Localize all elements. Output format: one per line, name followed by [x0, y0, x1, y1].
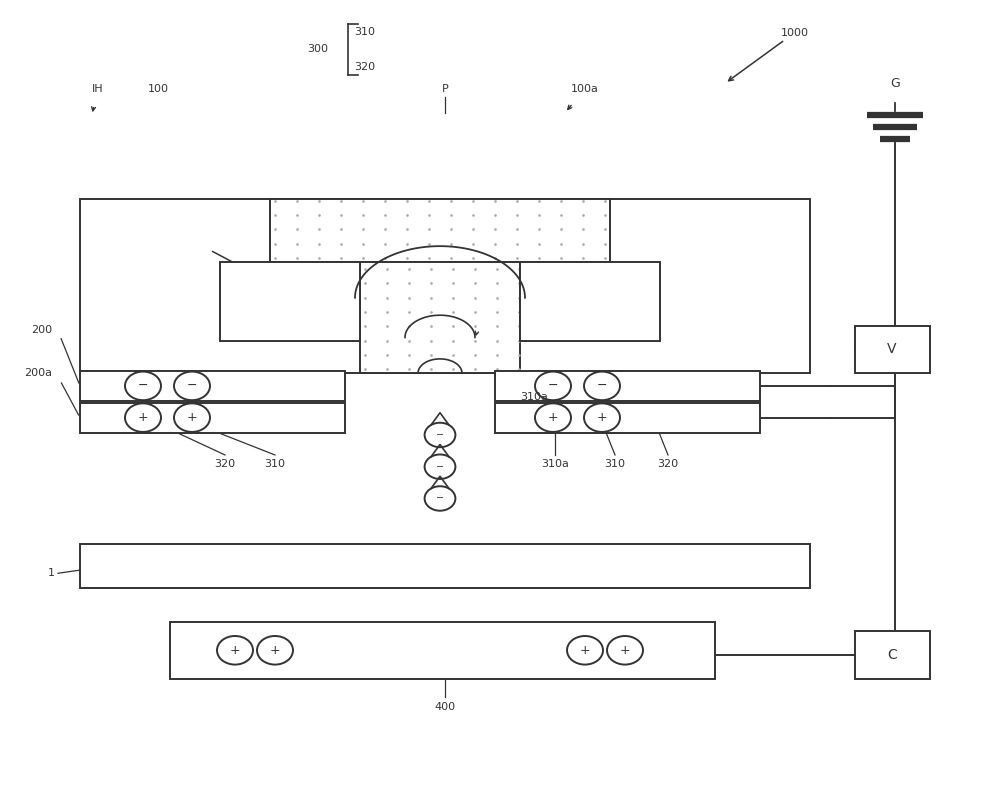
Text: 200a: 200a: [24, 368, 52, 378]
Text: C: C: [887, 648, 897, 662]
Text: 300: 300: [308, 44, 328, 54]
Text: +: +: [138, 411, 148, 424]
Text: 100a: 100a: [571, 84, 599, 94]
Circle shape: [535, 372, 571, 400]
Circle shape: [125, 372, 161, 400]
Text: 320: 320: [214, 460, 236, 469]
Text: 310: 310: [264, 460, 286, 469]
Bar: [495, 371, 760, 401]
Text: −: −: [436, 494, 444, 503]
Text: P: P: [442, 84, 448, 94]
Text: 200: 200: [31, 325, 52, 334]
Text: 310: 310: [604, 460, 626, 469]
Circle shape: [567, 636, 603, 665]
Text: 320: 320: [657, 460, 679, 469]
Text: −: −: [548, 380, 558, 392]
Text: 310: 310: [354, 27, 376, 37]
Text: +: +: [620, 644, 630, 657]
Text: 1: 1: [48, 569, 55, 578]
Text: +: +: [580, 644, 590, 657]
Text: +: +: [187, 411, 197, 424]
Text: 310a: 310a: [541, 460, 569, 469]
Circle shape: [125, 403, 161, 432]
Circle shape: [425, 422, 455, 447]
Text: −: −: [436, 430, 444, 440]
Text: −: −: [187, 380, 197, 392]
Circle shape: [174, 403, 210, 432]
Bar: [80, 403, 345, 433]
Bar: [360, 262, 520, 373]
Text: 400: 400: [434, 702, 456, 711]
Circle shape: [217, 636, 253, 665]
Bar: [520, 262, 660, 341]
Circle shape: [584, 403, 620, 432]
Circle shape: [425, 454, 455, 479]
Bar: [270, 198, 610, 262]
Circle shape: [425, 486, 455, 511]
Text: G: G: [890, 77, 900, 90]
Text: 310a: 310a: [520, 392, 548, 402]
Circle shape: [607, 636, 643, 665]
Text: 100: 100: [148, 84, 168, 94]
Bar: [80, 371, 345, 401]
Bar: [80, 198, 810, 373]
Bar: [220, 262, 360, 341]
Text: V: V: [887, 342, 897, 357]
Text: +: +: [230, 644, 240, 657]
Text: 1000: 1000: [781, 29, 809, 38]
Text: −: −: [597, 380, 607, 392]
Circle shape: [174, 372, 210, 400]
Circle shape: [584, 372, 620, 400]
Text: 320: 320: [354, 63, 376, 72]
Bar: [855, 326, 930, 373]
Text: +: +: [597, 411, 607, 424]
Polygon shape: [431, 413, 449, 425]
Text: +: +: [548, 411, 558, 424]
Bar: [855, 631, 930, 679]
Polygon shape: [431, 445, 449, 457]
Polygon shape: [431, 476, 449, 488]
Text: −: −: [436, 462, 444, 472]
Text: +: +: [270, 644, 280, 657]
Text: IH: IH: [92, 84, 104, 94]
Bar: [80, 544, 810, 588]
Text: −: −: [138, 380, 148, 392]
Bar: [495, 403, 760, 433]
Circle shape: [535, 403, 571, 432]
Bar: [170, 622, 715, 679]
Circle shape: [257, 636, 293, 665]
